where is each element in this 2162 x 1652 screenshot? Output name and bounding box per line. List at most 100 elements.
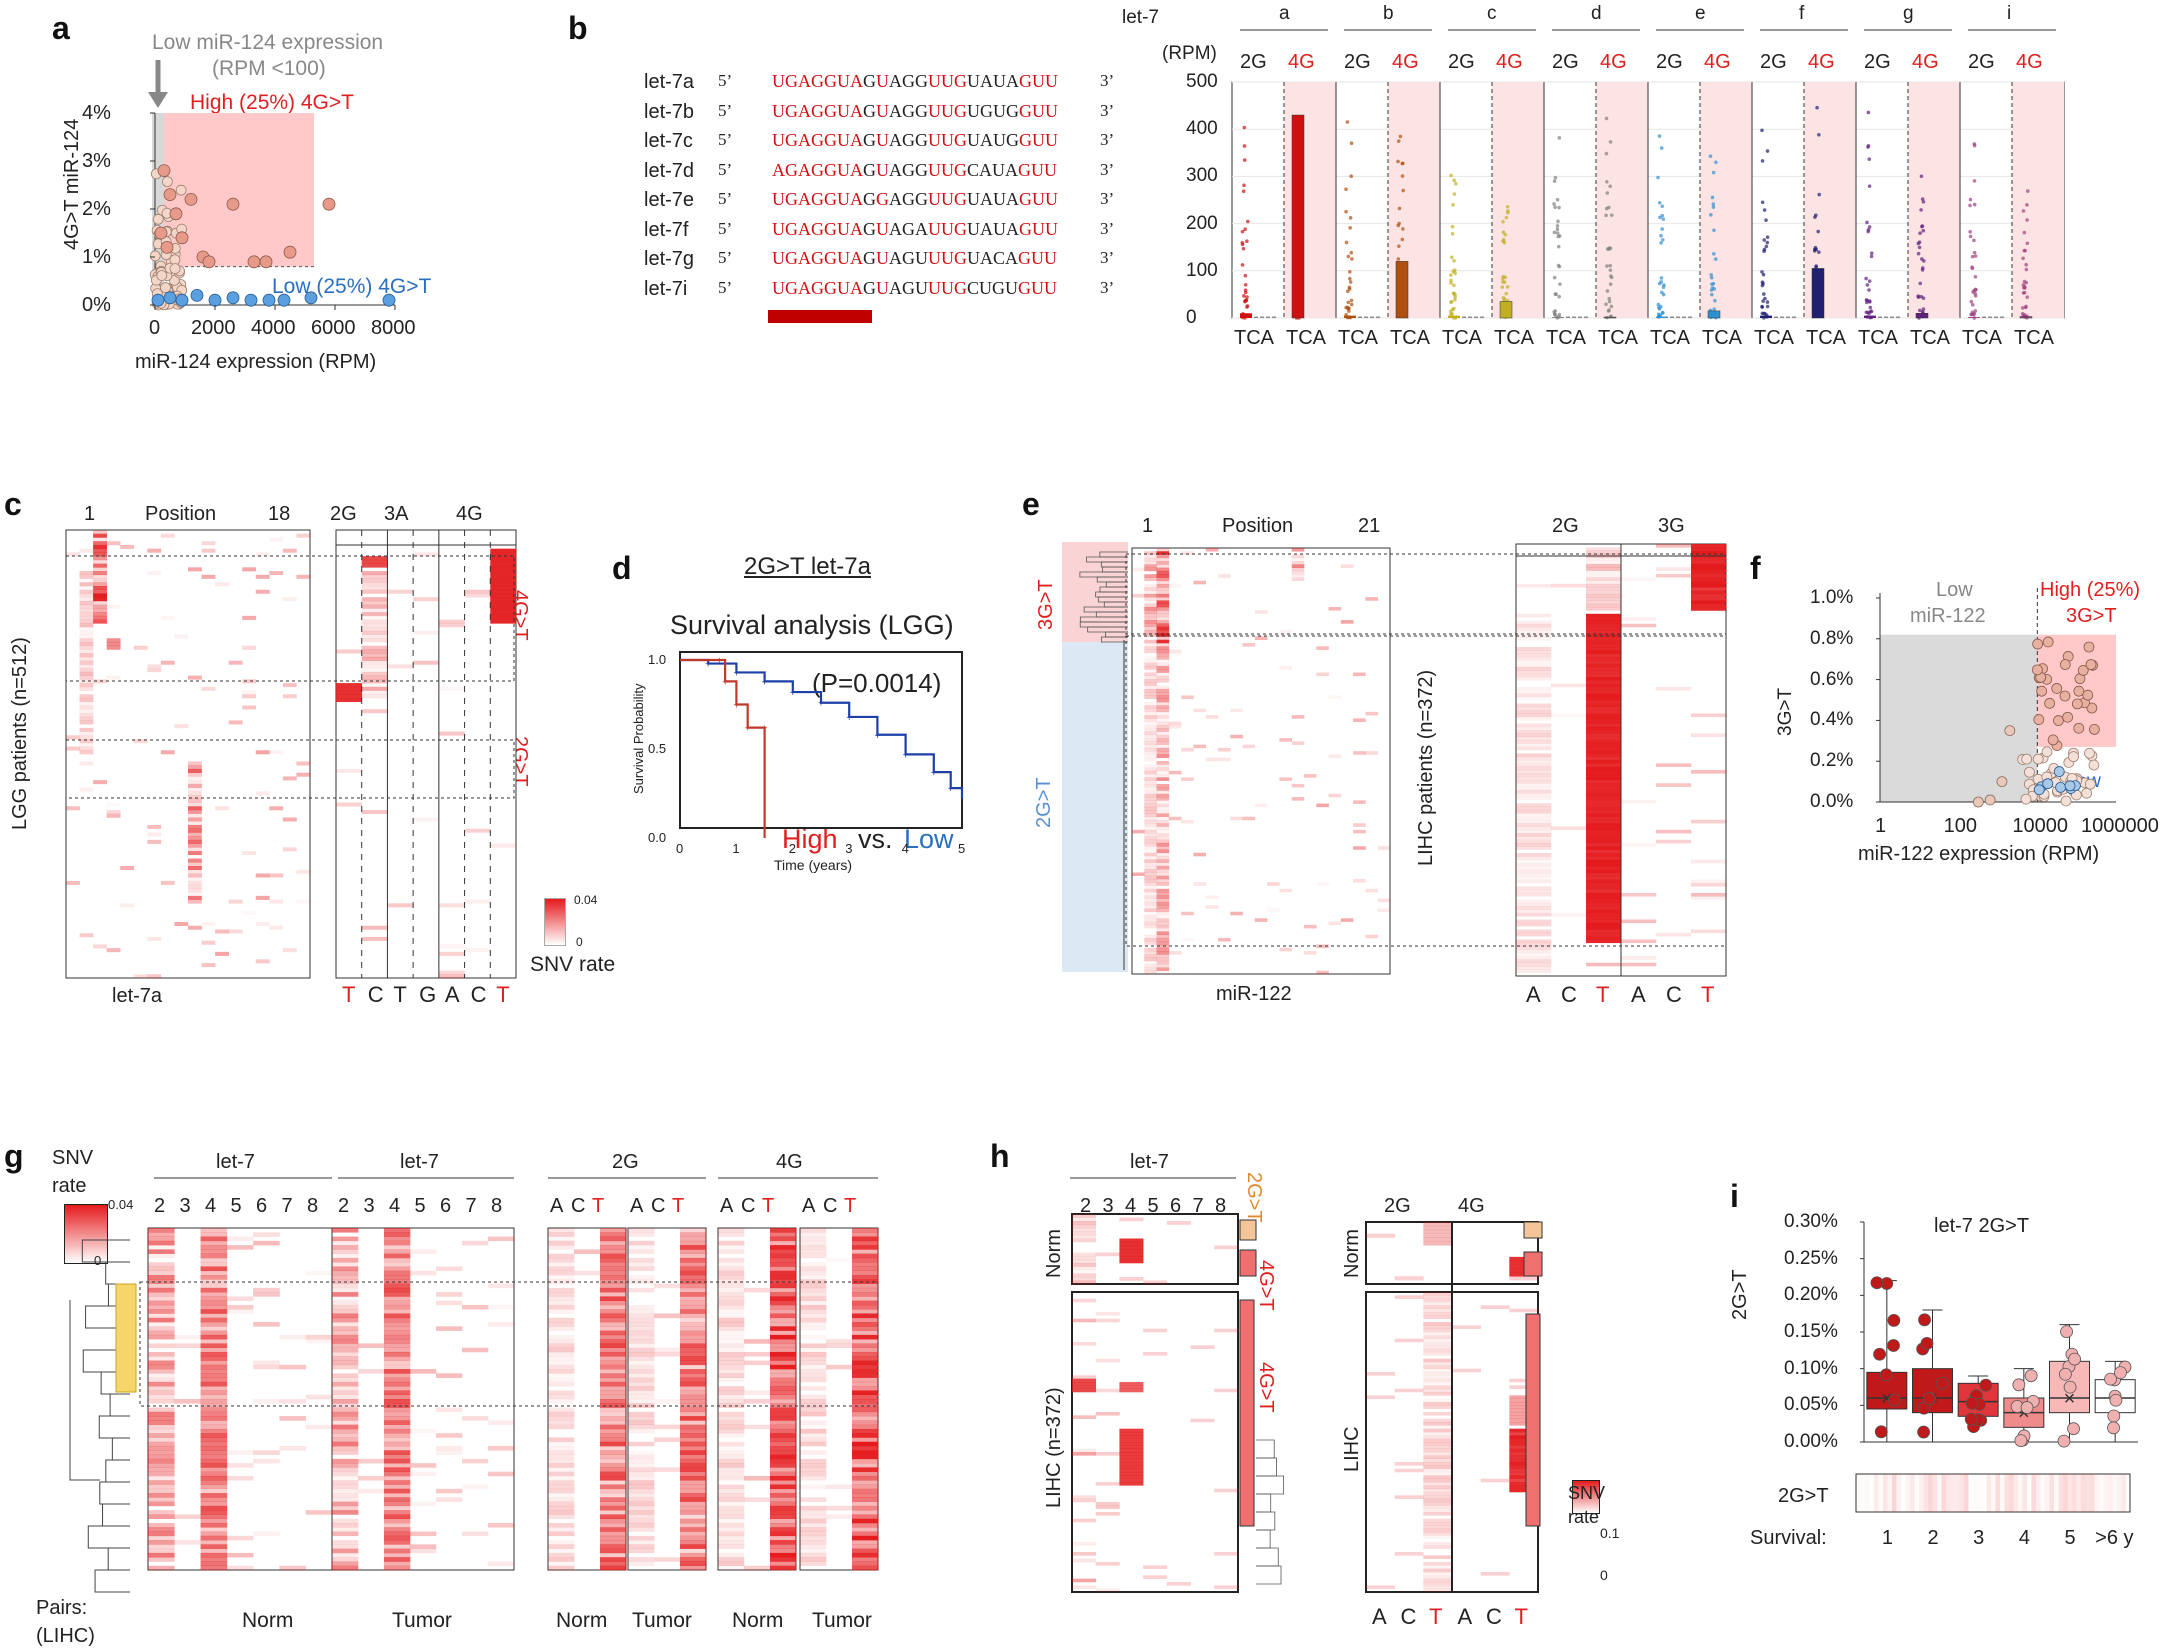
b-nucleotide: U <box>1045 189 1058 209</box>
a-point-low <box>175 293 189 307</box>
b-nucleotide: U <box>928 218 941 239</box>
b-five-prime: 5’ <box>718 189 733 208</box>
b-nucleotide: A <box>889 189 902 209</box>
b-nucleotide: G <box>1019 218 1032 239</box>
b-dot <box>1657 134 1662 138</box>
a-xtick: 0 <box>149 317 161 339</box>
b-box-2g <box>1344 315 1356 318</box>
i-point <box>2012 1378 2026 1392</box>
b-row-name: let-7e <box>644 189 695 211</box>
b-dot <box>1350 257 1354 261</box>
b-dot <box>1609 275 1614 280</box>
b-nucleotide: G <box>1006 130 1019 150</box>
i-point <box>1922 1392 1936 1406</box>
b-dot <box>1245 304 1250 308</box>
b-nucleotide: G <box>902 218 915 239</box>
b-dot <box>1555 224 1560 228</box>
b-dot <box>1348 276 1352 281</box>
b-nucleotide: U <box>1032 100 1045 121</box>
b-dot <box>1604 302 1608 307</box>
b-nucleotide: A <box>980 248 993 268</box>
b-dot <box>1501 219 1505 224</box>
b-tca: TCA <box>1546 327 1586 349</box>
b-nucleotide: G <box>1018 159 1032 180</box>
b-nucleotide: U <box>772 248 785 268</box>
b-nucleotide: U <box>979 277 993 298</box>
b-tca: TCA <box>1494 327 1534 349</box>
i-strip-cell <box>2041 1474 2046 1512</box>
i-point <box>2063 1380 2077 1394</box>
b-nucleotide: G <box>902 130 915 150</box>
b-dot <box>1607 296 1612 301</box>
a-point-low <box>277 293 291 307</box>
b-dot <box>1557 205 1561 210</box>
b-row-name: let-7a <box>644 71 695 93</box>
b-nucleotide: U <box>1044 159 1058 180</box>
b-boxplot <box>1231 29 2065 320</box>
b-dot <box>1604 116 1609 121</box>
b-nucleotide: U <box>967 189 980 209</box>
i-point <box>1888 1393 1901 1407</box>
b-nucleotide: U <box>993 189 1006 209</box>
b-dot <box>1401 188 1406 193</box>
b-nucleotide: U <box>967 218 980 239</box>
b-nucleotide: U <box>993 130 1006 150</box>
b-4g-shade <box>1596 82 1648 318</box>
b-nucleotide: G <box>902 248 915 268</box>
b-nucleotide: U <box>1045 100 1058 121</box>
b-dot <box>1452 259 1456 263</box>
i-strip-cell <box>2013 1474 2018 1512</box>
b-three-prime: 3’ <box>1100 189 1115 208</box>
b-nucleotide: G <box>863 218 876 239</box>
b-nucleotide: G <box>863 277 876 298</box>
a-point-bg <box>149 250 161 262</box>
b-group-label: e <box>1695 3 1706 24</box>
b-dot <box>1346 254 1351 259</box>
b-nucleotide: G <box>915 71 928 91</box>
b-nucleotide: G <box>785 277 798 298</box>
b-small-box <box>1266 316 1270 318</box>
b-nucleotide: A <box>798 189 811 209</box>
b-tca: TCA <box>1858 327 1898 349</box>
b-dot <box>1348 226 1352 230</box>
b-dot <box>1557 136 1562 140</box>
b-nucleotide: U <box>772 71 785 91</box>
b-nucleotide: U <box>915 277 928 298</box>
i-strip-cell <box>1986 1474 1991 1512</box>
b-dot <box>1396 159 1400 164</box>
b-nucleotide: A <box>798 159 811 180</box>
b-nucleotide: U <box>928 189 941 209</box>
b-group-label: d <box>1591 3 1602 24</box>
i-point <box>1965 1396 1979 1410</box>
i-point <box>2068 1352 2081 1366</box>
b-dot <box>1608 268 1613 272</box>
b-nucleotide: A <box>980 189 993 209</box>
b-dot <box>1449 173 1453 178</box>
b-nucleotide: U <box>876 159 889 180</box>
i-strip-cell <box>2009 1474 2014 1512</box>
b-nucleotide: G <box>785 130 798 150</box>
i-strip-cell <box>1879 1474 1884 1512</box>
b-nucleotide: A <box>850 277 863 298</box>
b-tca: TCA <box>1442 327 1482 349</box>
b-row-name: let-7c <box>644 130 693 152</box>
b-nucleotide: A <box>1005 248 1019 268</box>
b-nucleotide: U <box>928 159 941 180</box>
b-dot <box>1449 299 1454 304</box>
b-nucleotide: G <box>902 277 915 298</box>
b-nucleotide: G <box>811 71 824 91</box>
b-dot <box>1241 246 1246 251</box>
b-nucleotide: G <box>1018 248 1032 268</box>
b-dot <box>1345 289 1350 294</box>
b-nucleotide: G <box>863 130 876 150</box>
b-dot <box>1400 174 1405 178</box>
b-tca: TCA <box>1234 327 1274 349</box>
b-dot <box>1449 273 1453 277</box>
b-tca: TCA <box>1286 327 1326 349</box>
b-dot <box>1557 312 1562 317</box>
b-ytick: 500 <box>1186 71 1218 92</box>
a-xtick: 8000 <box>371 317 416 339</box>
i-point <box>2060 1325 2073 1338</box>
b-nucleotide: A <box>979 159 993 180</box>
b-nucleotide: U <box>993 71 1006 91</box>
